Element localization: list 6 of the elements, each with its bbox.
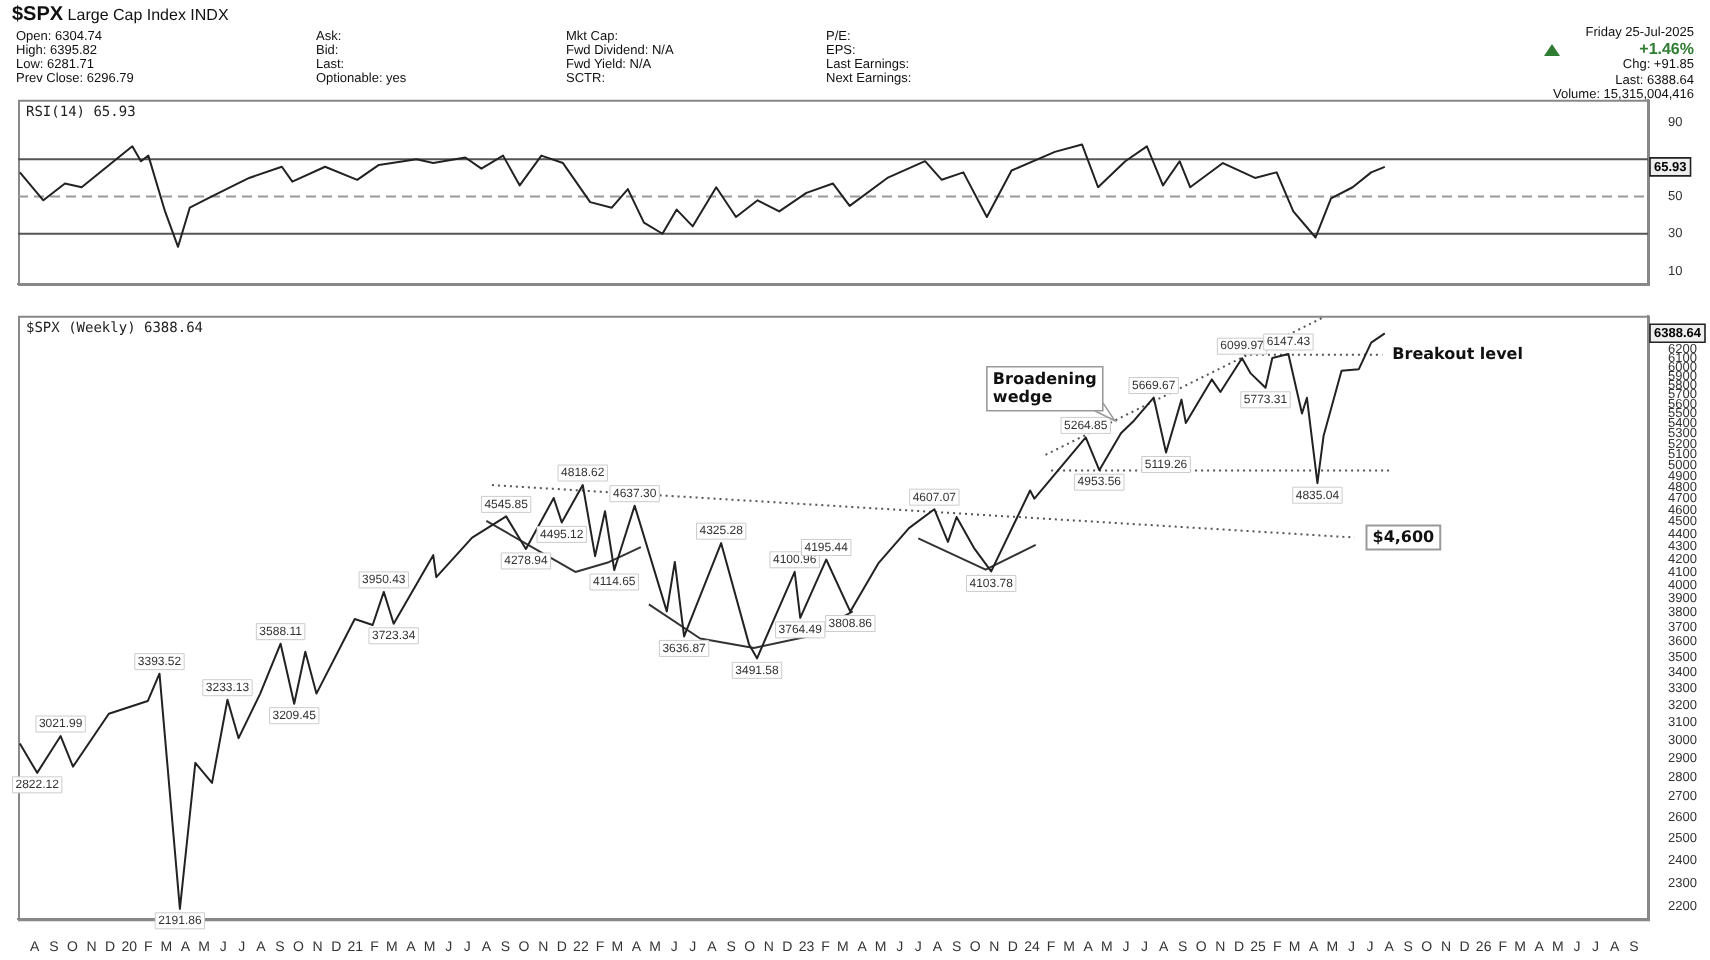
chart-subtitle: Large Cap Index INDX — [65, 6, 229, 24]
annotation: Broadening wedge — [992, 369, 1098, 406]
annotation: $4,600 — [1372, 527, 1436, 546]
text: +1.46% — [1639, 39, 1694, 57]
annotation: Breakout level — [1392, 344, 1524, 363]
chart-title: $SPX — [12, 4, 64, 26]
